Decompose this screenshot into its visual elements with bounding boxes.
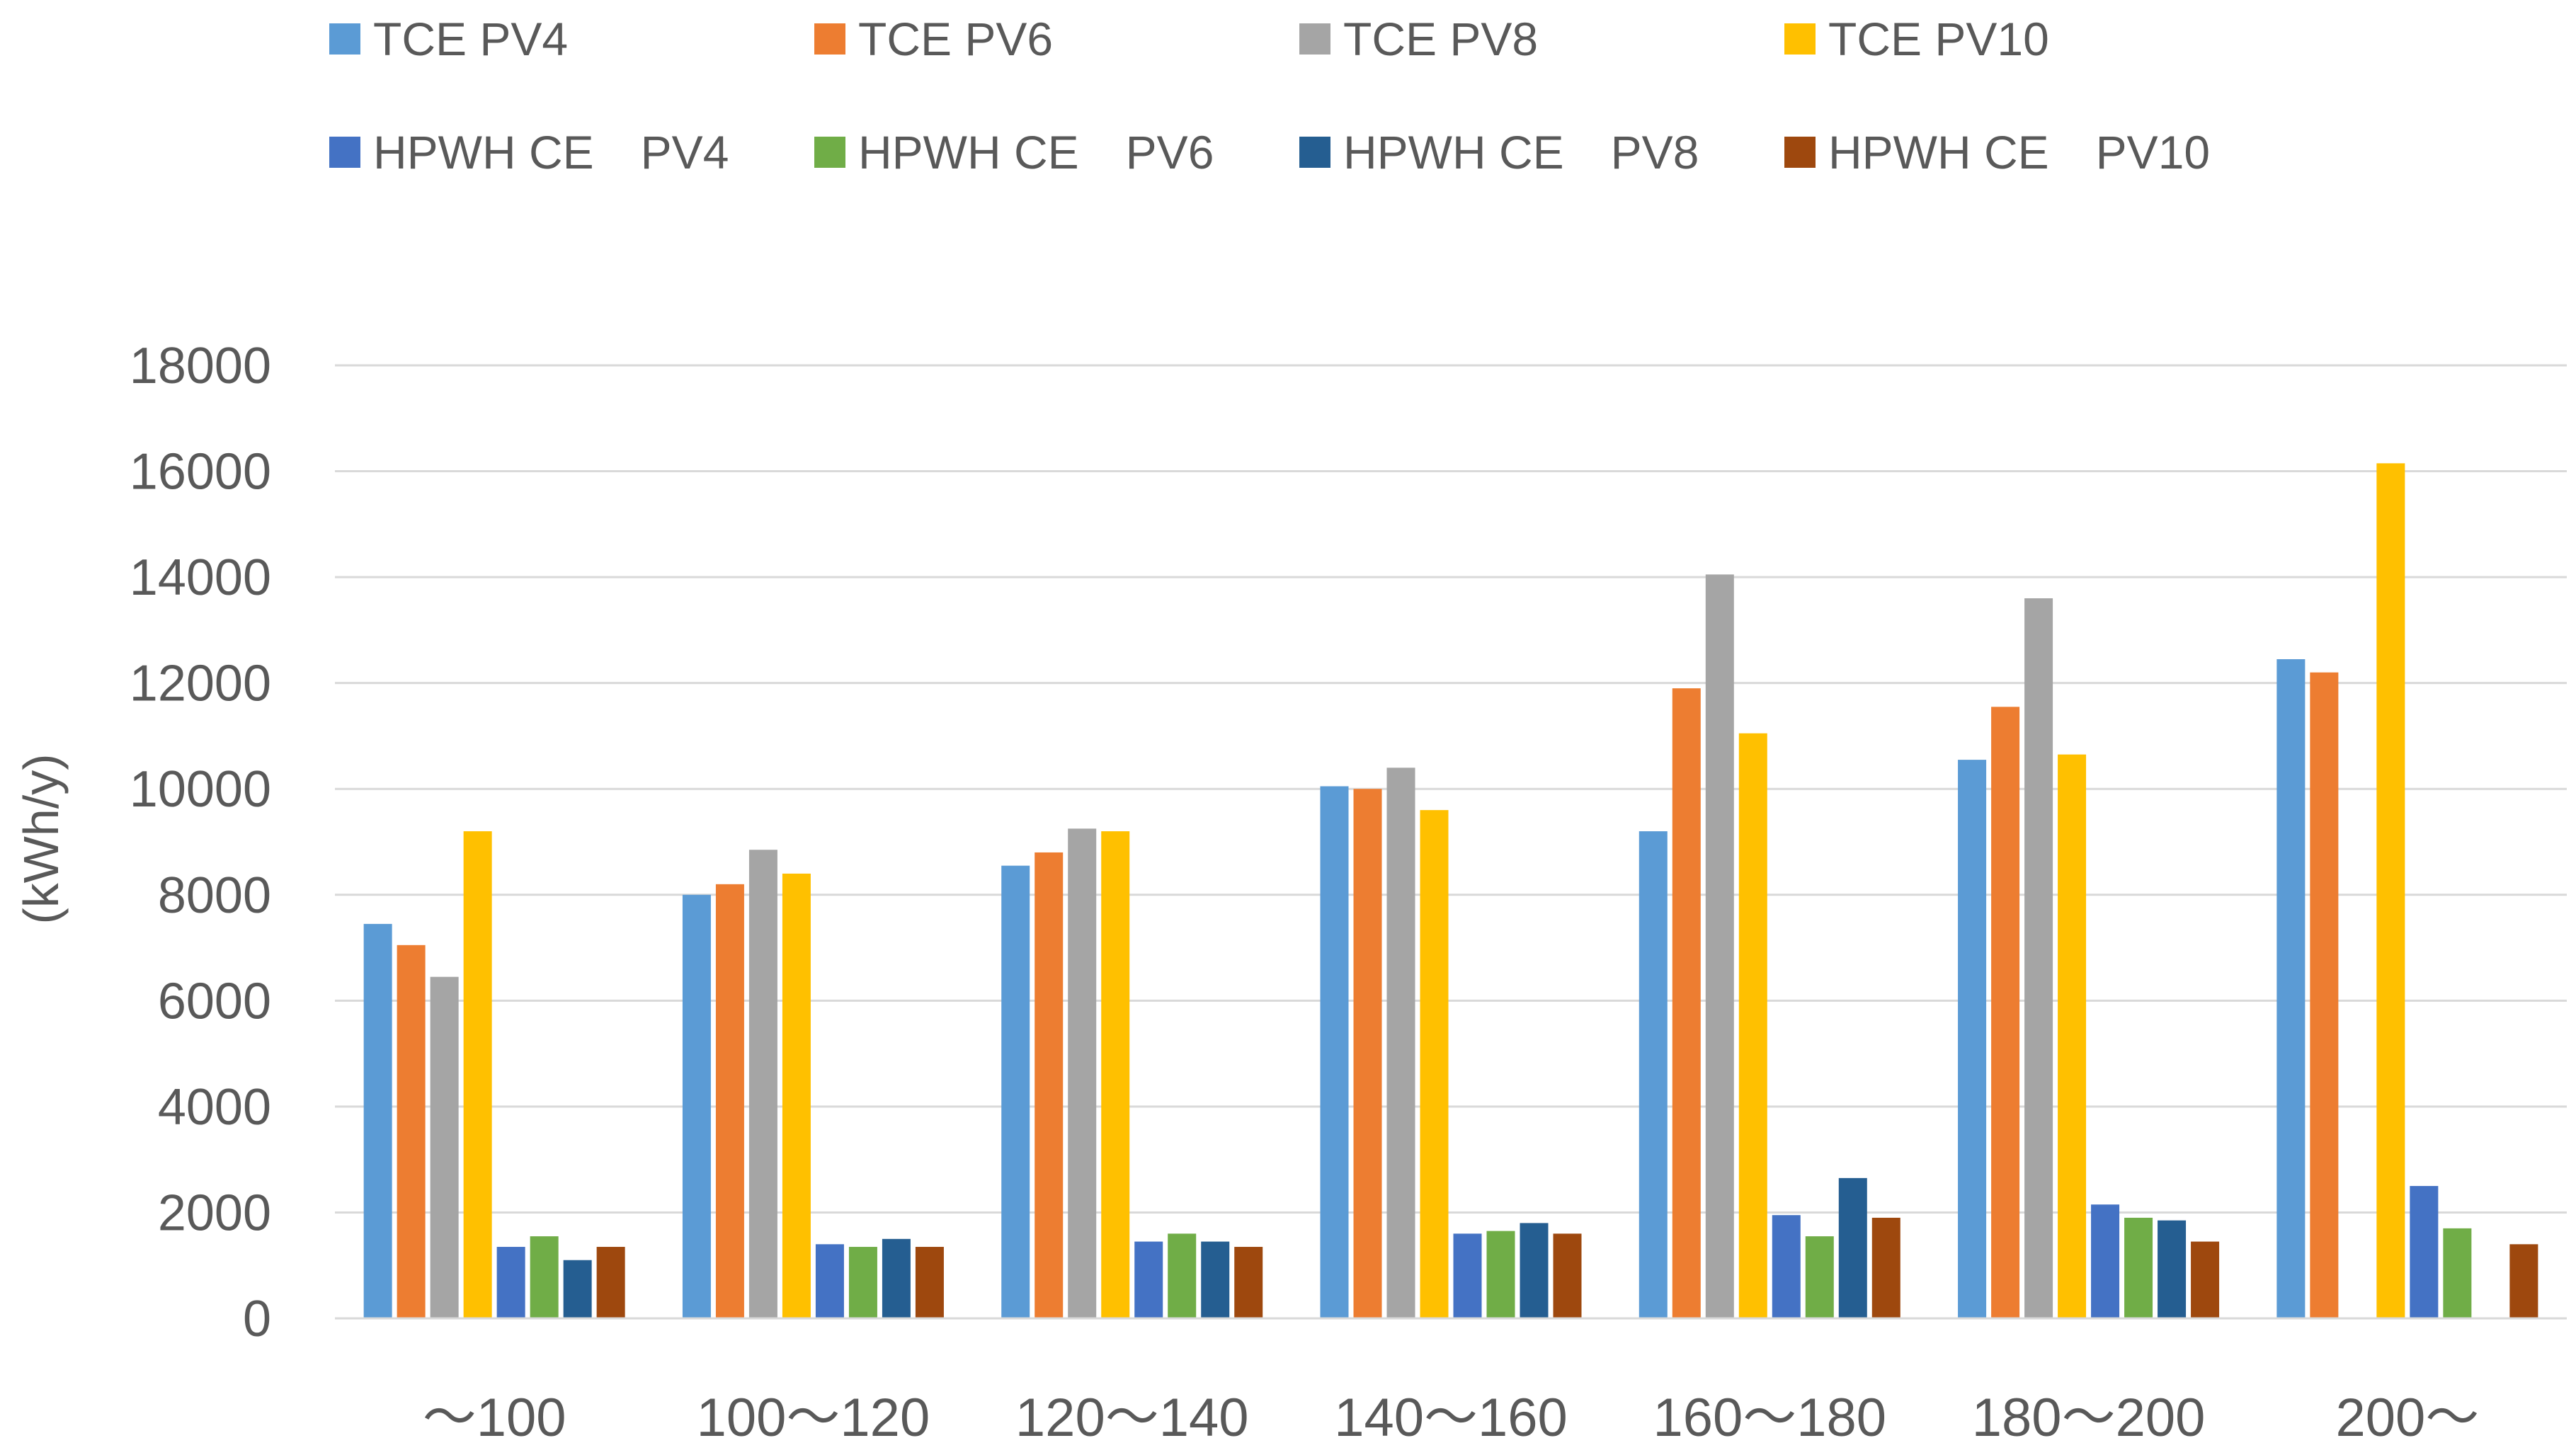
bar — [2024, 598, 2053, 1318]
bar — [1320, 786, 1349, 1318]
legend-swatch — [1299, 137, 1330, 168]
y-tick-label: 18000 — [130, 338, 271, 394]
bar — [1738, 733, 1767, 1318]
bar — [915, 1247, 944, 1318]
legend-label: TCE PV4 — [373, 13, 568, 65]
bar — [430, 976, 459, 1318]
bar — [1672, 688, 1701, 1318]
legend-swatch — [329, 137, 360, 168]
bar — [1991, 707, 2020, 1318]
bar — [596, 1247, 625, 1318]
bar — [1035, 852, 1064, 1318]
legend-label: HPWH CE PV4 — [373, 126, 729, 178]
bar — [2058, 754, 2087, 1318]
bar — [1386, 768, 1415, 1318]
bar — [1772, 1215, 1801, 1318]
legend-swatch — [1784, 137, 1816, 168]
bar — [1101, 831, 1130, 1318]
y-tick-label: 14000 — [130, 549, 271, 606]
bar — [2191, 1241, 2220, 1318]
bar — [1420, 810, 1449, 1318]
bar — [363, 923, 392, 1318]
bar — [1871, 1217, 1900, 1318]
x-category-label: 180～200 — [1972, 1388, 2206, 1448]
bar — [782, 873, 811, 1318]
bar — [848, 1247, 877, 1318]
bar — [1234, 1247, 1263, 1318]
bar — [2276, 659, 2306, 1318]
y-tick-label: 4000 — [158, 1079, 271, 1136]
bar — [2124, 1217, 2153, 1318]
y-tick-label: 6000 — [158, 973, 271, 1029]
x-category-label: 120～140 — [1015, 1388, 1249, 1448]
bar — [2376, 463, 2405, 1318]
bar — [530, 1236, 559, 1318]
bar — [1520, 1223, 1549, 1318]
x-category-label: 160～180 — [1653, 1388, 1886, 1448]
bar — [1453, 1233, 1482, 1318]
bar — [563, 1260, 592, 1318]
bar — [815, 1244, 844, 1318]
bar — [682, 894, 711, 1318]
y-tick-label: 12000 — [130, 656, 271, 712]
y-tick-label: 8000 — [158, 867, 271, 924]
bar — [1705, 574, 1734, 1318]
x-category-label: ～100 — [423, 1388, 566, 1448]
bar — [397, 945, 426, 1318]
y-tick-label: 10000 — [130, 761, 271, 818]
bar — [2443, 1228, 2472, 1318]
y-tick-label: 16000 — [130, 444, 271, 501]
bar — [2158, 1220, 2187, 1318]
legend-label: TCE PV6 — [858, 13, 1053, 65]
legend-label: TCE PV8 — [1343, 13, 1538, 65]
x-category-label: 140～160 — [1334, 1388, 1568, 1448]
bar — [1838, 1177, 1867, 1318]
bar — [1134, 1241, 1163, 1318]
bar — [2410, 1186, 2439, 1318]
legend-label: HPWH CE PV6 — [858, 126, 1214, 178]
legend-label: HPWH CE PV10 — [1828, 126, 2210, 178]
bar — [2091, 1204, 2120, 1318]
bar — [2509, 1244, 2538, 1318]
y-axis-title: (kWh/y) — [13, 753, 69, 924]
legend-swatch — [814, 23, 845, 55]
y-axis: 0 2000 4000 6000 8000 10000 12000 14000 16000 180… — [130, 338, 271, 1347]
y-tick-label: 0 — [243, 1291, 271, 1347]
bar — [2310, 672, 2339, 1318]
bar — [1486, 1231, 1515, 1318]
x-category-label: 200～ — [2335, 1388, 2479, 1448]
bar — [496, 1247, 525, 1318]
legend-swatch — [1299, 23, 1330, 55]
legend-swatch — [329, 23, 360, 55]
bar — [715, 884, 744, 1318]
legend-label: HPWH CE PV8 — [1343, 126, 1699, 178]
bar — [463, 831, 492, 1318]
y-tick-label: 2000 — [158, 1185, 271, 1241]
bar — [1001, 865, 1030, 1318]
bar — [748, 850, 777, 1318]
legend-label: TCE PV10 — [1828, 13, 2049, 65]
gridlines — [335, 364, 2567, 1320]
legend-swatch — [814, 137, 845, 168]
bar — [1639, 831, 1668, 1318]
x-axis: ～100 100～120 120～140 140～160 160～180 180～200 2… — [423, 1388, 2480, 1448]
bar — [1353, 789, 1382, 1318]
legend: TCE PV4 TCE PV6 TCE PV8 TCE PV10 HPWH CE PV4… — [329, 13, 2210, 178]
bar — [1958, 760, 1987, 1318]
bar — [1068, 828, 1097, 1318]
bar — [882, 1238, 911, 1318]
bar — [1805, 1236, 1834, 1318]
bar — [1201, 1241, 1230, 1318]
legend-swatch — [1784, 23, 1816, 55]
plot-area — [335, 463, 2567, 1320]
x-category-label: 100～120 — [697, 1388, 930, 1448]
bar — [1553, 1233, 1582, 1318]
bar — [1168, 1233, 1197, 1318]
